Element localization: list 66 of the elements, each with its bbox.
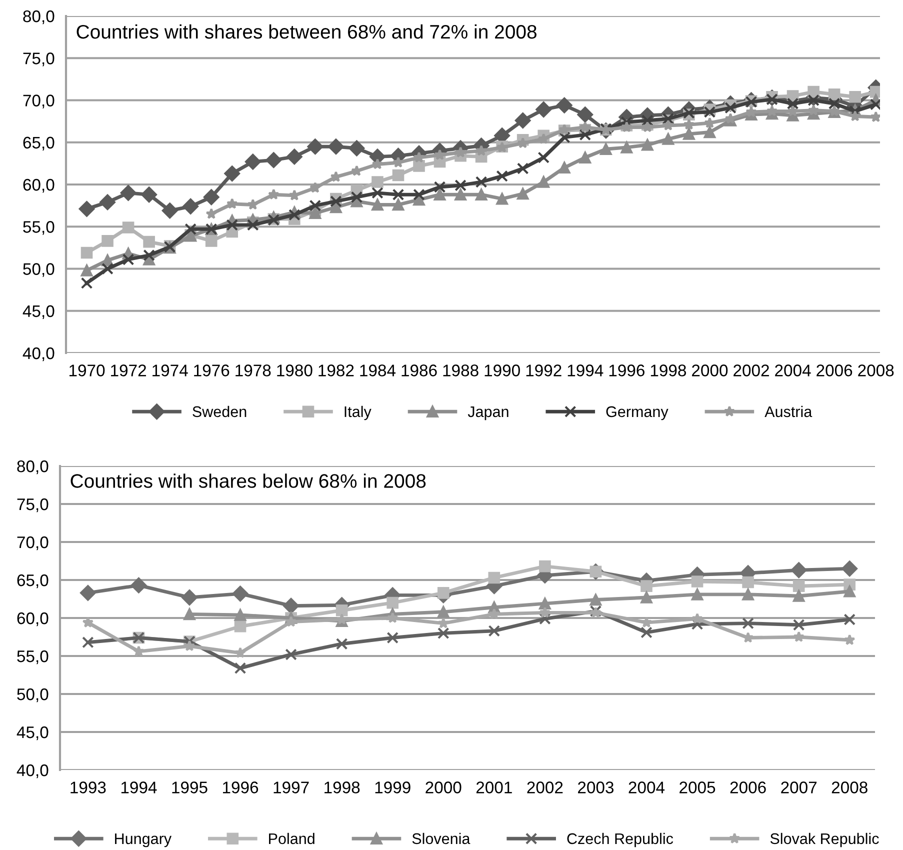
x-tick-label: 1974: [152, 364, 188, 376]
x-tick-label: 2005: [680, 782, 716, 794]
x-tick-label: 2000: [426, 782, 462, 794]
x-tick-label: 1976: [194, 364, 230, 376]
legend-label: Slovak Republic: [770, 832, 879, 848]
x-tick-label: 2008: [858, 364, 894, 376]
x-tick-label: 1980: [277, 364, 312, 376]
y-tick-label: 75,0: [17, 498, 48, 512]
legend-label: Japan: [468, 406, 508, 420]
x-tick-label: 2004: [628, 782, 665, 794]
x-tick-label: 2008: [832, 782, 868, 794]
y-tick-label: 80,0: [17, 460, 48, 474]
legend-label: Hungary: [115, 833, 172, 848]
x-tick-label: 1999: [375, 782, 410, 794]
y-tick-label: 40,0: [22, 347, 54, 362]
y-tick-label: 75,0: [23, 52, 54, 66]
y-tick-label: 65,0: [17, 574, 48, 588]
y-tick-label: 45,0: [16, 726, 48, 740]
chart-title: Countries with shares between 68% and 72% in 2008: [76, 24, 536, 39]
y-tick-label: 55,0: [23, 221, 54, 235]
x-tick-label: 1984: [360, 364, 396, 376]
x-tick-label: 2000: [692, 364, 728, 376]
x-tick-label: 1998: [324, 782, 360, 794]
legend-label: Czech Republic: [567, 832, 674, 848]
y-tick-label: 40,0: [16, 764, 48, 778]
legend-label: Germany: [606, 406, 668, 420]
y-tick-label: 60,0: [23, 178, 54, 193]
y-tick-label: 65,0: [23, 136, 54, 151]
x-tick-label: 1994: [568, 364, 604, 376]
x-tick-label: 1995: [172, 782, 208, 794]
x-tick-label: 1992: [526, 364, 562, 376]
x-tick-label: 2006: [730, 782, 766, 794]
y-tick-label: 60,0: [17, 612, 48, 626]
x-tick-label: 1993: [70, 782, 106, 794]
legend-label: Italy: [344, 406, 372, 420]
x-tick-label: 1996: [609, 364, 644, 376]
x-tick-label: 2003: [578, 782, 614, 794]
x-tick-label: 1972: [111, 364, 146, 376]
legend-label: Poland: [269, 832, 314, 844]
x-tick-label: 2006: [816, 364, 852, 376]
y-tick-label: 80,0: [23, 10, 54, 24]
x-tick-label: 2002: [734, 364, 769, 376]
x-tick-label: 1994: [121, 782, 157, 794]
chart-title: Countries with shares below 68% in 2008: [70, 474, 426, 488]
x-tick-label: 1997: [274, 782, 309, 794]
y-tick-label: 55,0: [17, 650, 48, 664]
legend-label: Slovenia: [412, 832, 470, 844]
legend-label: Austria: [764, 406, 812, 418]
y-tick-label: 45,0: [22, 305, 54, 320]
x-tick-label: 1996: [223, 782, 258, 794]
y-tick-label: 50,0: [23, 263, 54, 277]
x-tick-label: 1970: [70, 364, 105, 376]
x-tick-label: 2001: [476, 782, 512, 794]
y-tick-label: 70,0: [23, 94, 54, 108]
x-tick-label: 1990: [484, 364, 520, 376]
x-tick-label: 1982: [318, 364, 354, 376]
x-tick-label: 2004: [775, 364, 811, 376]
x-tick-label: 1978: [236, 364, 271, 376]
legend-label: Sweden: [192, 406, 246, 418]
x-tick-label: 1986: [402, 364, 437, 376]
x-tick-label: 1998: [650, 364, 686, 376]
x-tick-label: 1988: [443, 364, 478, 376]
y-tick-label: 70,0: [17, 536, 48, 550]
x-tick-label: 2007: [781, 782, 817, 794]
x-tick-label: 2002: [527, 782, 563, 794]
y-tick-label: 50,0: [17, 688, 48, 702]
